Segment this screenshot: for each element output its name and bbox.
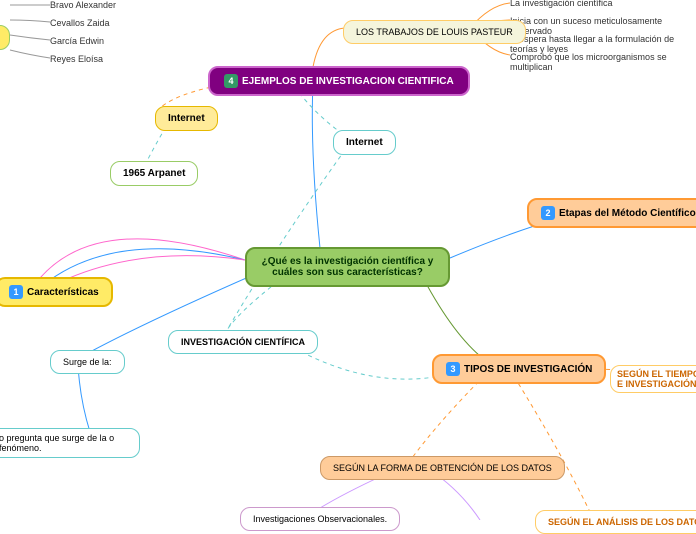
name-4: Reyes Eloísa	[50, 54, 103, 64]
badge-4: 4	[224, 74, 238, 88]
node-integrantes-partial: s	[0, 25, 10, 50]
bullet-3: Prospera hasta llegar a la formulación d…	[510, 34, 696, 54]
name-1: Bravo Alexander	[50, 0, 116, 10]
node-observacionales: Investigaciones Observacionales.	[240, 507, 400, 531]
bullet-4: Comprobó que los microorganismos se mult…	[510, 52, 696, 72]
node-surge: Surge de la:	[50, 350, 125, 374]
node-trabajos-pasteur: LOS TRABAJOS DE LOUIS PASTEUR	[343, 20, 526, 44]
node-tiempo: SEGÚN EL TIEMPO EN E INVESTIGACIÓN	[610, 365, 696, 393]
bullet-1: La investigación científica	[510, 0, 613, 8]
node-internet-2: Internet	[333, 130, 396, 155]
name-3: García Edwin	[50, 36, 104, 46]
name-2: Cevallos Zaida	[50, 18, 110, 28]
node-etapas: 2 Etapas del Método Científico	[527, 198, 696, 228]
node-forma: SEGÚN LA FORMA DE OBTENCIÓN DE LOS DATOS	[320, 456, 565, 480]
badge-3: 3	[446, 362, 460, 376]
node-arpanet: 1965 Arpanet	[110, 161, 198, 186]
node-internet-1: Internet	[155, 106, 218, 131]
node-caracteristicas: 1 Características	[0, 277, 113, 307]
node-inv-cientifica: INVESTIGACIÓN CIENTÍFICA	[168, 330, 318, 354]
node-pregunta: o pregunta que surge de la o fenómeno.	[0, 428, 140, 458]
bullet-2: Inicia con un suceso meticulosamente obs…	[510, 16, 696, 36]
node-ejemplos: 4 EJEMPLOS DE INVESTIGACION CIENTIFICA	[208, 66, 470, 96]
node-analisis: SEGÚN EL ANÁLISIS DE LOS DATOS	[535, 510, 696, 534]
badge-2: 2	[541, 206, 555, 220]
node-tipos: 3 TIPOS DE INVESTIGACIÓN	[432, 354, 606, 384]
node-center: ¿Qué es la investigación científica y cu…	[245, 247, 450, 287]
badge-1: 1	[9, 285, 23, 299]
